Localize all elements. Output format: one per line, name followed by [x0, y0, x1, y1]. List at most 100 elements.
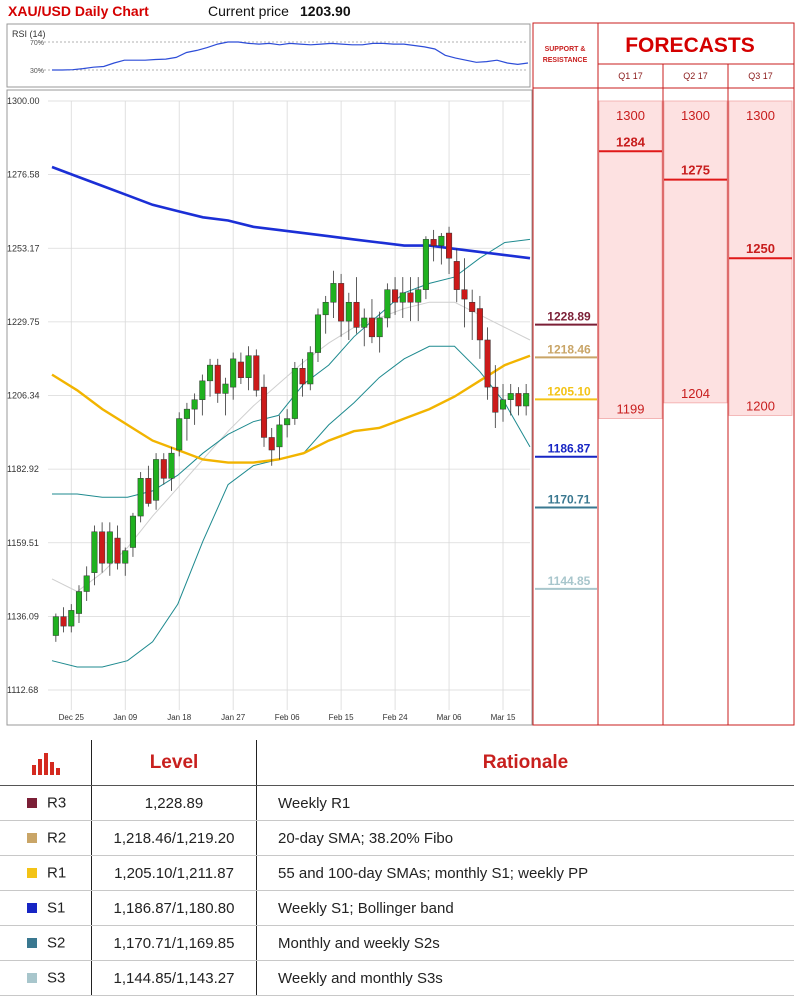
- candle-up-body: [523, 393, 530, 407]
- table-row: R1 1,205.10/1,211.87 55 and 100-day SMAs; …: [0, 855, 794, 891]
- candle: [114, 525, 121, 570]
- sr-level-label-r1: 1205.10: [547, 384, 591, 398]
- candle-down-body: [407, 292, 414, 303]
- candle-up-body: [245, 355, 252, 378]
- x-tick-label: Feb 24: [383, 713, 408, 722]
- current-price-label: Current price: [208, 3, 289, 19]
- level-name: R2: [47, 829, 67, 847]
- x-tick-label: Jan 18: [167, 713, 192, 722]
- level-color-swatch: [27, 833, 37, 844]
- candle-down-body: [99, 531, 106, 564]
- candle-up-body: [507, 393, 514, 400]
- candle: [129, 512, 136, 557]
- candle-down-body: [268, 437, 275, 451]
- candle: [338, 273, 345, 337]
- candle: [91, 525, 98, 586]
- candle: [176, 412, 183, 457]
- candle-up-body: [322, 301, 329, 316]
- candle: [484, 327, 491, 400]
- y-tick-label: 1206.34: [7, 391, 40, 401]
- rsi-tick-70: 70%: [30, 40, 44, 47]
- candle-up-body: [438, 235, 445, 246]
- level-color-swatch: [27, 798, 37, 809]
- candle: [52, 613, 59, 642]
- candle-down-body: [476, 308, 483, 341]
- candle-down-body: [392, 289, 399, 303]
- candle-up-body: [106, 531, 113, 564]
- candle: [145, 465, 152, 507]
- level-color-swatch: [27, 938, 37, 949]
- candle-up-body: [83, 575, 90, 592]
- level-name-cell: S1: [0, 890, 92, 926]
- rsi-line: [52, 41, 529, 71]
- forecast-low-label: 1199: [617, 402, 645, 417]
- forecast-low-label: 1200: [746, 398, 775, 413]
- candle: [137, 472, 144, 523]
- level-name: S2: [47, 934, 66, 952]
- candle-up-body: [399, 292, 406, 303]
- candle-up-body: [361, 317, 368, 328]
- candle: [60, 607, 67, 633]
- candle-up-body: [183, 408, 190, 419]
- level-name: R1: [47, 864, 67, 882]
- candle: [515, 387, 522, 416]
- candle-down-body: [214, 364, 221, 394]
- candle: [199, 374, 206, 416]
- level-name-cell: R2: [0, 820, 92, 856]
- candle-up-body: [222, 383, 229, 394]
- candle-up-body: [129, 515, 136, 548]
- candle: [153, 453, 160, 510]
- candle-up-body: [284, 418, 291, 426]
- table-row: S2 1,170.71/1,169.85 Monthly and weekly S2…: [0, 925, 794, 961]
- candle-up-body: [75, 591, 83, 614]
- candle-up-body: [345, 301, 352, 322]
- level-rationale: 55 and 100-day SMAs; monthly S1; weekly …: [256, 855, 794, 891]
- candle-up-body: [314, 314, 322, 353]
- bollinger-upper-line: [52, 238, 531, 498]
- y-tick-label: 1136.09: [7, 611, 39, 621]
- candle: [399, 277, 406, 318]
- candle: [245, 346, 252, 391]
- x-tick-label: Mar 15: [491, 713, 516, 722]
- candle-down-body: [515, 393, 522, 407]
- candle-down-body: [260, 386, 268, 438]
- candle: [469, 289, 476, 340]
- candle: [461, 258, 468, 328]
- y-tick-label: 1300.00: [7, 96, 40, 106]
- forecast-columns: Q1 17 1300 1284 1199 Q2 17 1300 1275 1204 Q3 17 1…: [598, 64, 793, 725]
- candle-up-body: [207, 364, 214, 382]
- candle: [330, 270, 337, 318]
- candle-up-body: [153, 459, 160, 501]
- candle: [106, 522, 113, 576]
- level-name: S3: [47, 969, 66, 987]
- sr-title-line1: SUPPORT &: [545, 46, 586, 53]
- candle-up-body: [122, 550, 129, 564]
- rsi-label: RSI (14): [12, 29, 46, 39]
- candle: [415, 277, 422, 322]
- sr-level-label-r2: 1218.46: [547, 342, 591, 356]
- candle: [368, 299, 375, 344]
- candle-up-body: [230, 358, 237, 388]
- level-name: S1: [47, 899, 66, 917]
- sr-levels: 1228.89 1218.46 1205.10 1186.87 1170.71 1144.…: [535, 310, 597, 590]
- candle-up-body: [52, 616, 59, 636]
- level-value: 1,205.10/1,211.87: [91, 855, 257, 891]
- candle-down-body: [368, 317, 375, 338]
- candle: [99, 522, 106, 573]
- candle: [507, 383, 514, 416]
- candle: [322, 295, 329, 334]
- candle-up-body: [499, 399, 507, 410]
- chart-title: XAU/USD Daily Chart: [8, 3, 149, 19]
- candle: [268, 428, 275, 466]
- level-value: 1,218.46/1,219.20: [91, 820, 257, 856]
- y-tick-label: 1112.68: [7, 685, 38, 695]
- candle-up-body: [68, 610, 75, 627]
- level-rationale: 20-day SMA; 38.20% Fibo: [256, 820, 794, 856]
- candle: [499, 383, 507, 422]
- candle-down-body: [60, 616, 67, 627]
- candle: [214, 358, 221, 403]
- candle-down-body: [446, 232, 453, 259]
- y-tick-label: 1182.92: [7, 464, 39, 474]
- candle-down-body: [145, 478, 152, 504]
- candle-up-body: [276, 424, 283, 448]
